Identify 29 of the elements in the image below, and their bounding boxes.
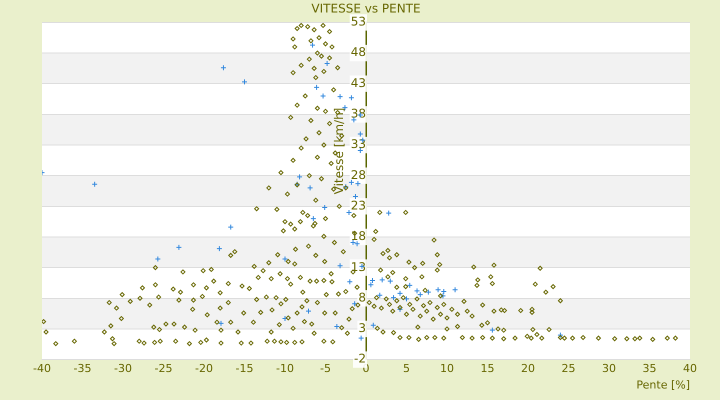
x-tick-label: -10 <box>276 362 294 376</box>
y-tick-label: 3 <box>358 321 366 336</box>
x-tick-label: -5 <box>320 362 331 376</box>
x-tick-label: -15 <box>236 362 254 376</box>
x-tick-label: 30 <box>602 362 616 376</box>
x-tick-label: 25 <box>562 362 576 376</box>
y-tick-label: 28 <box>350 168 366 182</box>
y-tick-label: -2 <box>354 352 366 366</box>
x-tick-label: -20 <box>195 362 213 376</box>
x-tick-label: 35 <box>642 362 656 376</box>
x-tick-label: 5 <box>403 362 410 376</box>
y-tick-label: 43 <box>350 76 366 90</box>
y-tick-label: 18 <box>350 229 366 244</box>
x-tick-label: -40 <box>33 362 51 376</box>
x-tick-label: -30 <box>114 362 132 376</box>
x-tick-label: -25 <box>154 362 172 376</box>
x-tick-label: -35 <box>74 362 92 376</box>
x-tick-label: 10 <box>440 362 454 376</box>
x-axis-title: Pente [%] <box>636 378 690 392</box>
y-tick-label: 23 <box>350 198 366 212</box>
y-tick-label: 53 <box>350 14 366 29</box>
y-tick-label: 33 <box>350 137 366 152</box>
x-tick-label: 15 <box>480 362 494 376</box>
x-tick-label: 40 <box>683 362 697 376</box>
y-axis-title: Vitesse [km/h] <box>332 108 346 194</box>
x-tick-label: 20 <box>521 362 535 376</box>
y-tick-label: 48 <box>350 45 366 60</box>
chart-title: VITESSE vs PENTE <box>311 1 421 16</box>
y-tick-label: 8 <box>358 290 366 304</box>
